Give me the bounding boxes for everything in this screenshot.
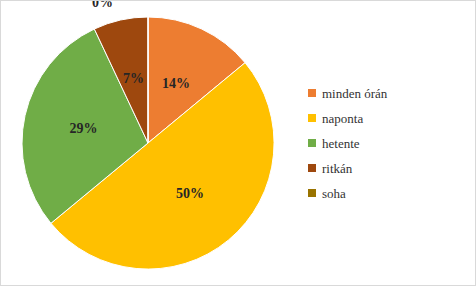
svg-text:minden órán: minden órán xyxy=(322,86,388,101)
svg-text:naponta: naponta xyxy=(322,111,363,126)
svg-text:50%: 50% xyxy=(176,186,204,201)
svg-text:7%: 7% xyxy=(123,71,144,86)
svg-text:ritkán: ritkán xyxy=(322,161,353,176)
svg-text:29%: 29% xyxy=(70,121,98,136)
svg-text:14%: 14% xyxy=(162,76,190,91)
svg-text:soha: soha xyxy=(322,186,346,201)
svg-text:hetente: hetente xyxy=(322,136,360,151)
svg-text:0%: 0% xyxy=(92,1,113,10)
